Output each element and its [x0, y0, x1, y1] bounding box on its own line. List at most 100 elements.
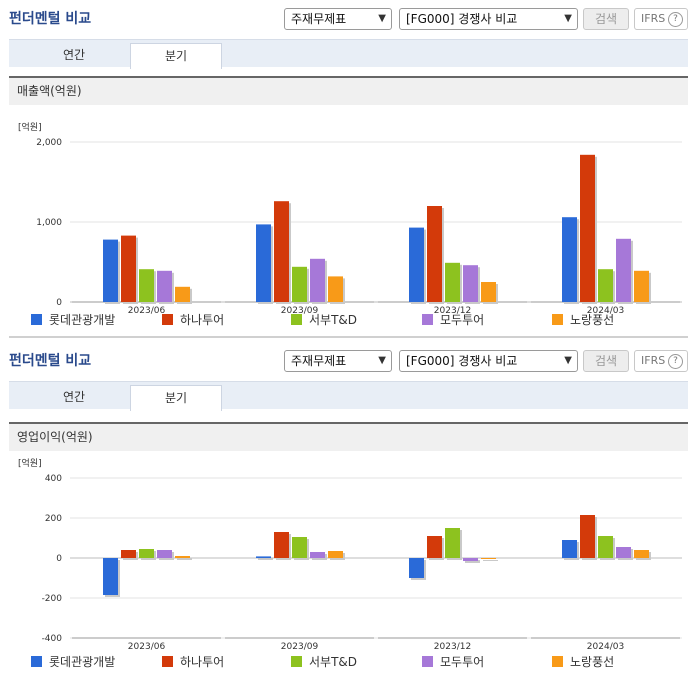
bar[interactable]	[175, 286, 190, 302]
legend-item[interactable]: 모두투어	[422, 311, 484, 329]
x-tick-label: 2024/03	[587, 642, 624, 652]
legend-item[interactable]: 서부T&D	[291, 653, 357, 671]
bar[interactable]	[328, 276, 343, 302]
chart-legend: 롯데관광개발 하나투어 서부T&D 모두투어 노랑풍선	[9, 653, 688, 671]
bar[interactable]	[445, 528, 460, 558]
section-divider	[9, 336, 688, 338]
x-tick-label: 2024/03	[587, 306, 624, 314]
bar[interactable]	[292, 266, 307, 302]
x-tick-label: 2023/06	[128, 642, 166, 652]
tab-quarterly[interactable]: 분기	[130, 43, 222, 69]
legend-item[interactable]: 노랑풍선	[552, 311, 614, 329]
bar[interactable]	[274, 532, 289, 558]
peer-group-select[interactable]: [FG000] 경쟁사 비교 ▼	[399, 350, 578, 372]
bar[interactable]	[427, 536, 442, 558]
legend-item[interactable]: 롯데관광개발	[31, 311, 115, 329]
bar[interactable]	[580, 154, 595, 302]
bar[interactable]	[256, 224, 271, 302]
bar[interactable]	[445, 262, 460, 302]
legend-item[interactable]: 노랑풍선	[552, 653, 614, 671]
bar[interactable]	[310, 258, 325, 302]
bar[interactable]	[598, 536, 613, 558]
bar[interactable]	[562, 540, 577, 558]
legend-label: 노랑풍선	[570, 313, 615, 327]
fundamental-panel-2: 펀더멘털 비교 주재무제표 ▼ [FG000] 경쟁사 비교 ▼ 검색 IFRS…	[0, 348, 696, 684]
help-icon[interactable]: ?	[668, 354, 683, 369]
legend-item[interactable]: 서부T&D	[291, 311, 357, 329]
tab-annual[interactable]: 연간	[62, 48, 86, 62]
bar[interactable]	[580, 515, 595, 558]
bar[interactable]	[616, 238, 631, 302]
y-tick-label: 200	[45, 514, 62, 524]
bar[interactable]	[562, 217, 577, 302]
operating-profit-chart: [억원] -400 -200 0 200 400 2023/06 2023/09 2023/12…	[18, 457, 682, 652]
bar[interactable]	[103, 239, 118, 302]
bar[interactable]	[598, 269, 613, 302]
x-tick-label: 2023/12	[434, 642, 471, 652]
period-tabs: 연간 분기	[9, 381, 688, 411]
bar[interactable]	[463, 265, 478, 302]
legend-swatch	[291, 314, 302, 325]
legend-label: 모두투어	[440, 655, 485, 669]
statement-type-select[interactable]: 주재무제표 ▼	[284, 350, 392, 372]
panel-title: 펀더멘털 비교	[9, 353, 92, 369]
bar[interactable]	[175, 556, 190, 558]
legend-swatch	[422, 656, 433, 667]
bar-shadow	[258, 558, 273, 560]
tab-annual[interactable]: 연간	[62, 390, 86, 404]
statement-type-value: 주재무제표	[291, 354, 347, 368]
peer-group-value: [FG000] 경쟁사 비교	[406, 12, 518, 26]
unit-label: [억원]	[18, 121, 42, 133]
bar[interactable]	[634, 270, 649, 302]
legend-item[interactable]: 모두투어	[422, 653, 484, 671]
ifrs-button[interactable]: IFRS ?	[634, 350, 688, 372]
tab-quarterly[interactable]: 분기	[130, 385, 222, 411]
period-tabs: 연간 분기	[9, 39, 688, 69]
bar[interactable]	[256, 556, 271, 558]
bar[interactable]	[463, 558, 478, 561]
bar[interactable]	[409, 227, 424, 302]
help-icon[interactable]: ?	[668, 12, 683, 27]
panel-title: 펀더멘털 비교	[9, 11, 92, 27]
legend-item[interactable]: 롯데관광개발	[31, 653, 115, 671]
bar[interactable]	[481, 282, 496, 302]
chevron-down-icon: ▼	[378, 355, 386, 366]
bar[interactable]	[616, 547, 631, 558]
bar[interactable]	[157, 550, 172, 558]
legend-label: 모두투어	[440, 313, 485, 327]
x-tick-label: 2023/12	[434, 306, 471, 314]
legend-swatch	[162, 314, 173, 325]
bar[interactable]	[634, 550, 649, 558]
legend-swatch	[552, 656, 563, 667]
legend-label: 서부T&D	[309, 655, 358, 669]
bar[interactable]	[409, 558, 424, 578]
bar[interactable]	[157, 270, 172, 302]
legend-item[interactable]: 하나투어	[162, 653, 224, 671]
ifrs-button[interactable]: IFRS ?	[634, 8, 688, 30]
statement-type-select[interactable]: 주재무제표 ▼	[284, 8, 392, 30]
search-button[interactable]: 검색	[583, 350, 629, 372]
legend-label: 롯데관광개발	[49, 313, 116, 327]
peer-group-select[interactable]: [FG000] 경쟁사 비교 ▼	[399, 8, 578, 30]
bar[interactable]	[121, 550, 136, 558]
bar[interactable]	[139, 549, 154, 558]
chevron-down-icon: ▼	[378, 13, 386, 24]
bar[interactable]	[121, 235, 136, 302]
peer-group-value: [FG000] 경쟁사 비교	[406, 354, 518, 368]
x-tick-label: 2023/09	[281, 642, 319, 652]
bar[interactable]	[139, 269, 154, 302]
y-tick-label: 0	[56, 554, 62, 564]
legend-item[interactable]: 하나투어	[162, 311, 224, 329]
bar[interactable]	[292, 537, 307, 558]
y-tick-label: -200	[42, 594, 63, 604]
bar[interactable]	[427, 206, 442, 302]
bar[interactable]	[103, 558, 118, 595]
bar[interactable]	[274, 201, 289, 302]
legend-swatch	[291, 656, 302, 667]
bar[interactable]	[310, 552, 325, 558]
bar[interactable]	[328, 551, 343, 558]
legend-label: 하나투어	[180, 655, 225, 669]
y-tick-label: 2,000	[36, 138, 62, 148]
search-button[interactable]: 검색	[583, 8, 629, 30]
bar[interactable]	[481, 558, 496, 559]
